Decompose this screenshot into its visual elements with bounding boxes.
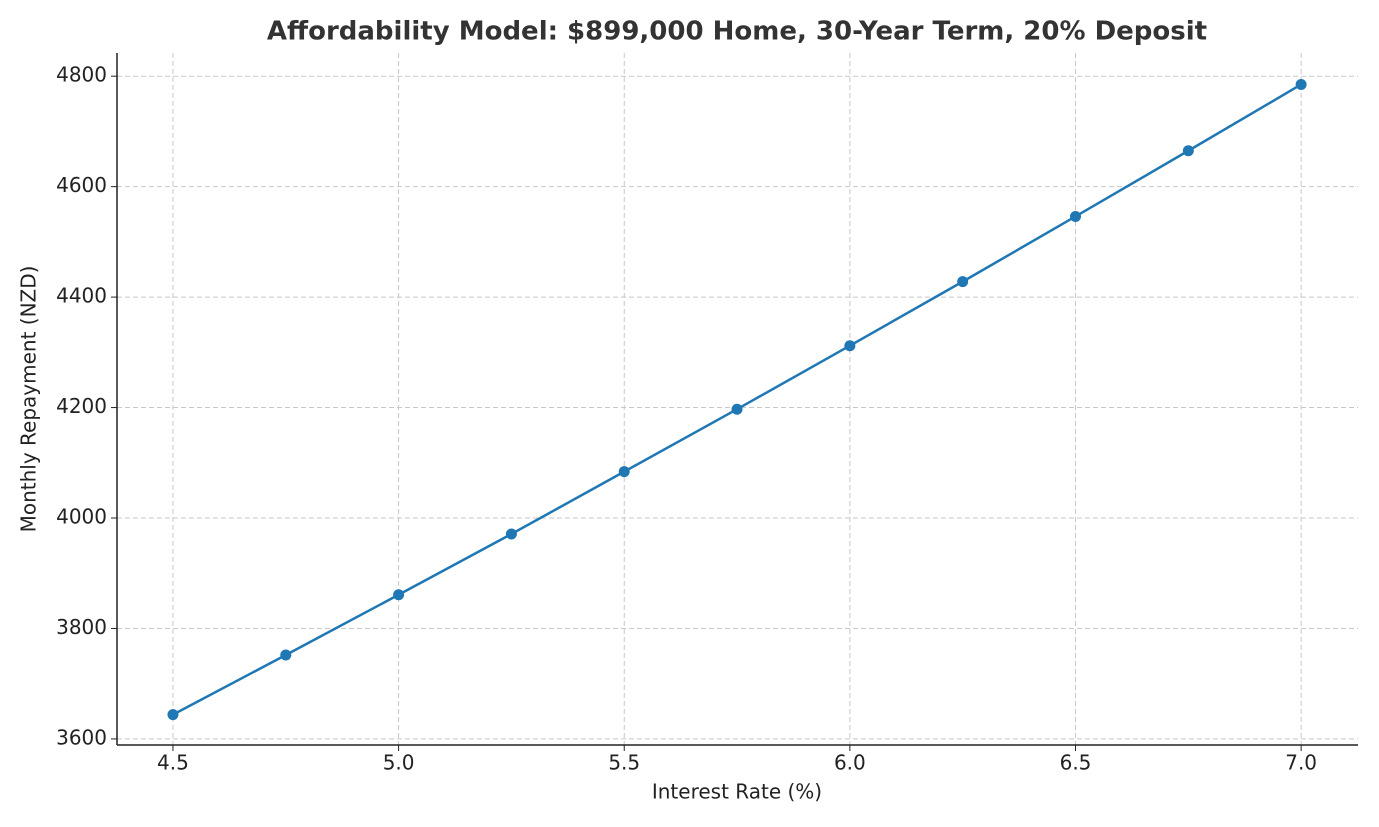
- y-tick-label: 3600: [56, 725, 107, 749]
- data-point: [844, 340, 856, 352]
- x-tick-label: 7.0: [1285, 751, 1317, 775]
- x-tick-label: 4.5: [157, 751, 189, 775]
- x-tick-label: 6.5: [1060, 751, 1092, 775]
- x-tick-label: 6.0: [834, 751, 866, 775]
- y-tick-label: 4800: [56, 63, 107, 87]
- x-tick-label: 5.5: [608, 751, 640, 775]
- y-tick-label: 4000: [56, 505, 107, 529]
- data-point: [280, 649, 292, 661]
- data-point: [1070, 210, 1082, 222]
- data-point: [731, 403, 743, 415]
- y-axis-label: Monthly Repayment (NZD): [17, 266, 41, 533]
- data-point: [1182, 145, 1194, 157]
- data-point: [505, 528, 517, 540]
- data-point: [167, 709, 179, 721]
- chart-title: Affordability Model: $899,000 Home, 30-Y…: [267, 17, 1207, 47]
- y-tick-label: 4600: [56, 173, 107, 197]
- y-tick-label: 3800: [56, 615, 107, 639]
- x-tick-label: 5.0: [383, 751, 415, 775]
- y-tick-label: 4200: [56, 394, 107, 418]
- data-point: [393, 589, 405, 601]
- data-point: [618, 466, 630, 478]
- y-tick-label: 4400: [56, 284, 107, 308]
- data-point: [1295, 78, 1307, 90]
- data-point: [957, 276, 969, 288]
- x-axis-label: Interest Rate (%): [652, 780, 822, 804]
- series-line: [172, 83, 1302, 716]
